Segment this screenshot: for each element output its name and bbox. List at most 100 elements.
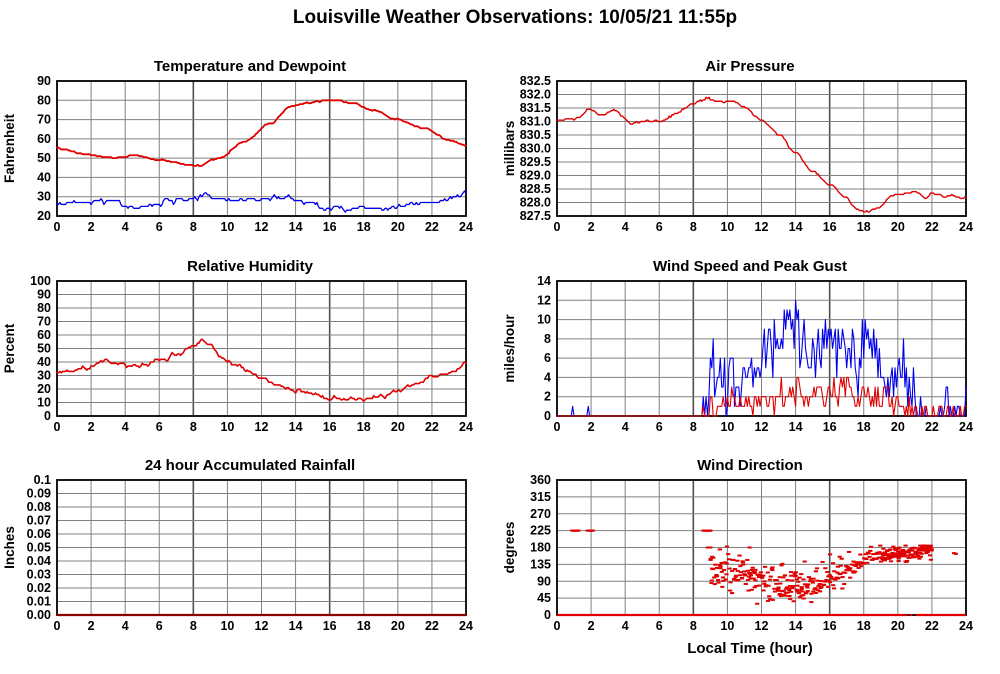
svg-text:8: 8: [190, 420, 197, 434]
svg-text:831.5: 831.5: [520, 101, 551, 115]
svg-text:4: 4: [544, 370, 551, 384]
svg-text:20: 20: [37, 209, 51, 223]
svg-text:0.07: 0.07: [27, 514, 51, 528]
svg-text:Local Time (hour): Local Time (hour): [687, 640, 813, 657]
svg-text:0: 0: [554, 420, 561, 434]
svg-text:18: 18: [357, 420, 371, 434]
svg-text:45: 45: [537, 591, 551, 605]
svg-text:70: 70: [37, 113, 51, 127]
svg-text:4: 4: [622, 619, 629, 633]
svg-text:0.00: 0.00: [27, 608, 51, 622]
svg-text:14: 14: [789, 220, 803, 234]
svg-text:829.5: 829.5: [520, 155, 551, 169]
svg-text:14: 14: [537, 274, 551, 288]
svg-text:831.0: 831.0: [520, 115, 551, 129]
svg-text:0: 0: [54, 420, 61, 434]
svg-text:360: 360: [530, 473, 551, 487]
svg-text:20: 20: [891, 220, 905, 234]
svg-text:16: 16: [823, 619, 837, 633]
svg-text:6: 6: [656, 619, 663, 633]
svg-text:miles/hour: miles/hour: [502, 314, 517, 383]
svg-text:90: 90: [537, 574, 551, 588]
svg-text:10: 10: [220, 420, 234, 434]
svg-text:0.04: 0.04: [27, 554, 51, 568]
svg-text:18: 18: [357, 220, 371, 234]
svg-text:24: 24: [959, 220, 973, 234]
svg-text:10: 10: [720, 619, 734, 633]
svg-text:100: 100: [30, 274, 51, 288]
svg-text:22: 22: [925, 220, 939, 234]
svg-text:12: 12: [255, 220, 269, 234]
svg-text:829.0: 829.0: [520, 169, 551, 183]
svg-text:40: 40: [37, 355, 51, 369]
svg-text:0: 0: [544, 409, 551, 423]
svg-text:4: 4: [122, 220, 129, 234]
svg-text:0.05: 0.05: [27, 541, 51, 555]
svg-text:828.5: 828.5: [520, 182, 551, 196]
svg-text:12: 12: [255, 619, 269, 633]
svg-text:14: 14: [289, 420, 303, 434]
svg-text:Inches: Inches: [2, 526, 17, 569]
svg-text:24: 24: [459, 420, 473, 434]
svg-text:2: 2: [88, 420, 95, 434]
svg-text:0: 0: [54, 619, 61, 633]
svg-text:8: 8: [690, 220, 697, 234]
svg-text:8: 8: [690, 619, 697, 633]
svg-text:degrees: degrees: [502, 522, 517, 574]
svg-text:50: 50: [37, 342, 51, 356]
svg-text:90: 90: [37, 288, 51, 302]
svg-text:80: 80: [37, 301, 51, 315]
svg-text:0.08: 0.08: [27, 500, 51, 514]
svg-text:4: 4: [122, 619, 129, 633]
svg-text:Wind Direction: Wind Direction: [697, 457, 803, 474]
svg-text:Temperature and Dewpoint: Temperature and Dewpoint: [154, 58, 346, 75]
svg-text:24: 24: [959, 420, 973, 434]
svg-text:12: 12: [255, 420, 269, 434]
svg-text:0.1: 0.1: [34, 473, 51, 487]
svg-text:18: 18: [857, 220, 871, 234]
svg-text:0: 0: [54, 220, 61, 234]
svg-text:8: 8: [690, 420, 697, 434]
svg-text:16: 16: [823, 220, 837, 234]
svg-text:12: 12: [755, 420, 769, 434]
svg-text:22: 22: [925, 420, 939, 434]
svg-text:6: 6: [156, 619, 163, 633]
svg-text:20: 20: [391, 619, 405, 633]
svg-text:6: 6: [656, 220, 663, 234]
svg-text:14: 14: [289, 619, 303, 633]
svg-text:827.5: 827.5: [520, 209, 551, 223]
svg-text:0: 0: [544, 608, 551, 622]
svg-text:4: 4: [122, 420, 129, 434]
svg-text:60: 60: [37, 132, 51, 146]
svg-text:40: 40: [37, 170, 51, 184]
svg-text:22: 22: [425, 619, 439, 633]
svg-text:830.0: 830.0: [520, 142, 551, 156]
svg-text:2: 2: [88, 619, 95, 633]
svg-text:180: 180: [530, 541, 551, 555]
svg-text:270: 270: [530, 507, 551, 521]
svg-text:828.0: 828.0: [520, 196, 551, 210]
svg-text:8: 8: [190, 220, 197, 234]
svg-text:14: 14: [789, 619, 803, 633]
svg-text:22: 22: [425, 420, 439, 434]
svg-text:10: 10: [537, 313, 551, 327]
svg-text:millibars: millibars: [502, 121, 517, 177]
svg-text:Relative Humidity: Relative Humidity: [187, 258, 314, 275]
svg-text:14: 14: [289, 220, 303, 234]
svg-text:6: 6: [656, 420, 663, 434]
svg-text:832.5: 832.5: [520, 74, 551, 88]
svg-text:0: 0: [554, 220, 561, 234]
svg-text:16: 16: [323, 619, 337, 633]
svg-text:0: 0: [44, 409, 51, 423]
svg-text:30: 30: [37, 190, 51, 204]
svg-text:18: 18: [857, 420, 871, 434]
svg-text:30: 30: [37, 369, 51, 383]
svg-text:2: 2: [88, 220, 95, 234]
svg-text:Fahrenheit: Fahrenheit: [2, 113, 17, 183]
svg-text:Percent: Percent: [2, 323, 17, 373]
svg-text:18: 18: [857, 619, 871, 633]
svg-text:0.09: 0.09: [27, 487, 51, 501]
svg-text:50: 50: [37, 151, 51, 165]
svg-text:0.01: 0.01: [27, 595, 51, 609]
svg-text:2: 2: [588, 220, 595, 234]
